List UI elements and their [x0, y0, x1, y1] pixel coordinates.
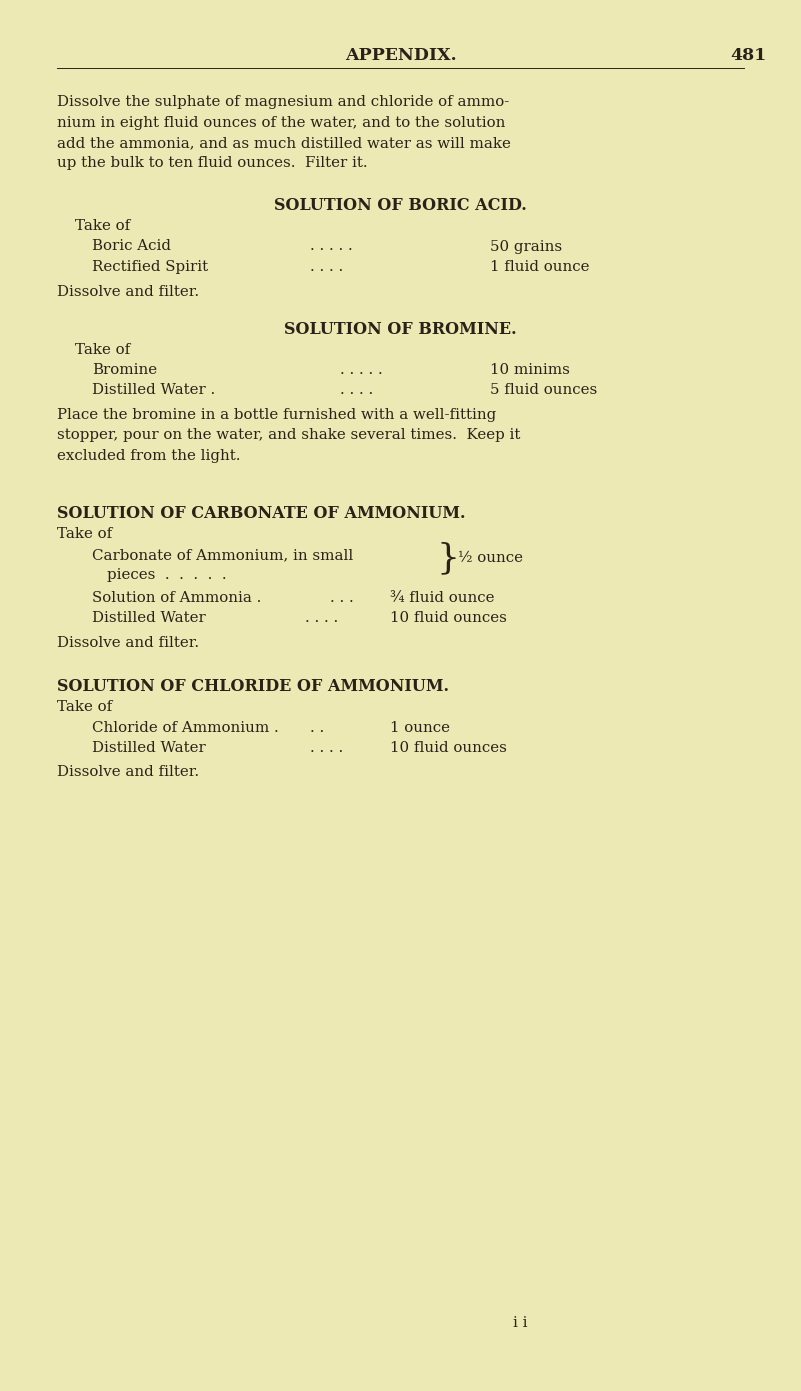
Text: Rectified Spirit: Rectified Spirit: [92, 260, 208, 274]
Text: excluded from the light.: excluded from the light.: [57, 449, 240, 463]
Text: Distilled Water: Distilled Water: [92, 612, 206, 626]
Text: . . . . .: . . . . .: [340, 363, 383, 377]
Text: pieces  .  .  .  .  .: pieces . . . . .: [107, 569, 227, 583]
Text: 1 ounce: 1 ounce: [390, 721, 450, 734]
Text: SOLUTION OF BROMINE.: SOLUTION OF BROMINE.: [284, 320, 517, 338]
Text: ½ ounce: ½ ounce: [458, 551, 523, 565]
Text: 481: 481: [730, 46, 767, 64]
Text: APPENDIX.: APPENDIX.: [344, 46, 457, 64]
Text: SOLUTION OF CARBONATE OF AMMONIUM.: SOLUTION OF CARBONATE OF AMMONIUM.: [57, 505, 465, 523]
Text: Carbonate of Ammonium, in small: Carbonate of Ammonium, in small: [92, 548, 353, 562]
Text: ¾ fluid ounce: ¾ fluid ounce: [390, 591, 494, 605]
Text: Take of: Take of: [75, 218, 131, 234]
Text: i i: i i: [513, 1316, 528, 1330]
Text: Take of: Take of: [57, 527, 112, 541]
Text: . . . .: . . . .: [305, 612, 338, 626]
Text: nium in eight fluid ounces of the water, and to the solution: nium in eight fluid ounces of the water,…: [57, 115, 505, 129]
Text: Bromine: Bromine: [92, 363, 157, 377]
Text: . . . .: . . . .: [310, 260, 344, 274]
Text: Dissolve and filter.: Dissolve and filter.: [57, 765, 199, 779]
Text: 10 minims: 10 minims: [490, 363, 570, 377]
Text: 5 fluid ounces: 5 fluid ounces: [490, 384, 598, 398]
Text: Place the bromine in a bottle furnished with a well-fitting: Place the bromine in a bottle furnished …: [57, 408, 497, 421]
Text: SOLUTION OF BORIC ACID.: SOLUTION OF BORIC ACID.: [274, 198, 527, 214]
Text: stopper, pour on the water, and shake several times.  Keep it: stopper, pour on the water, and shake se…: [57, 428, 521, 442]
Text: Chloride of Ammonium .: Chloride of Ammonium .: [92, 721, 279, 734]
Text: Dissolve the sulphate of magnesium and chloride of ammo-: Dissolve the sulphate of magnesium and c…: [57, 95, 509, 108]
Text: }: }: [436, 541, 459, 576]
Text: 10 fluid ounces: 10 fluid ounces: [390, 612, 507, 626]
Text: . .: . .: [310, 721, 324, 734]
Text: Take of: Take of: [75, 342, 131, 356]
Text: 50 grains: 50 grains: [490, 239, 562, 253]
Text: SOLUTION OF CHLORIDE OF AMMONIUM.: SOLUTION OF CHLORIDE OF AMMONIUM.: [57, 677, 449, 696]
Text: 10 fluid ounces: 10 fluid ounces: [390, 741, 507, 755]
Text: Dissolve and filter.: Dissolve and filter.: [57, 636, 199, 650]
Text: 1 fluid ounce: 1 fluid ounce: [490, 260, 590, 274]
Text: Boric Acid: Boric Acid: [92, 239, 171, 253]
Text: . . .: . . .: [330, 591, 354, 605]
Text: Dissolve and filter.: Dissolve and filter.: [57, 285, 199, 299]
Text: . . . .: . . . .: [310, 741, 344, 755]
Text: Take of: Take of: [57, 700, 112, 714]
Text: Distilled Water .: Distilled Water .: [92, 384, 215, 398]
Text: Distilled Water: Distilled Water: [92, 741, 206, 755]
Text: . . . .: . . . .: [340, 384, 373, 398]
Text: Solution of Ammonia .: Solution of Ammonia .: [92, 591, 261, 605]
Text: up the bulk to ten fluid ounces.  Filter it.: up the bulk to ten fluid ounces. Filter …: [57, 157, 368, 171]
Text: . . . . .: . . . . .: [310, 239, 352, 253]
Text: add the ammonia, and as much distilled water as will make: add the ammonia, and as much distilled w…: [57, 136, 511, 150]
